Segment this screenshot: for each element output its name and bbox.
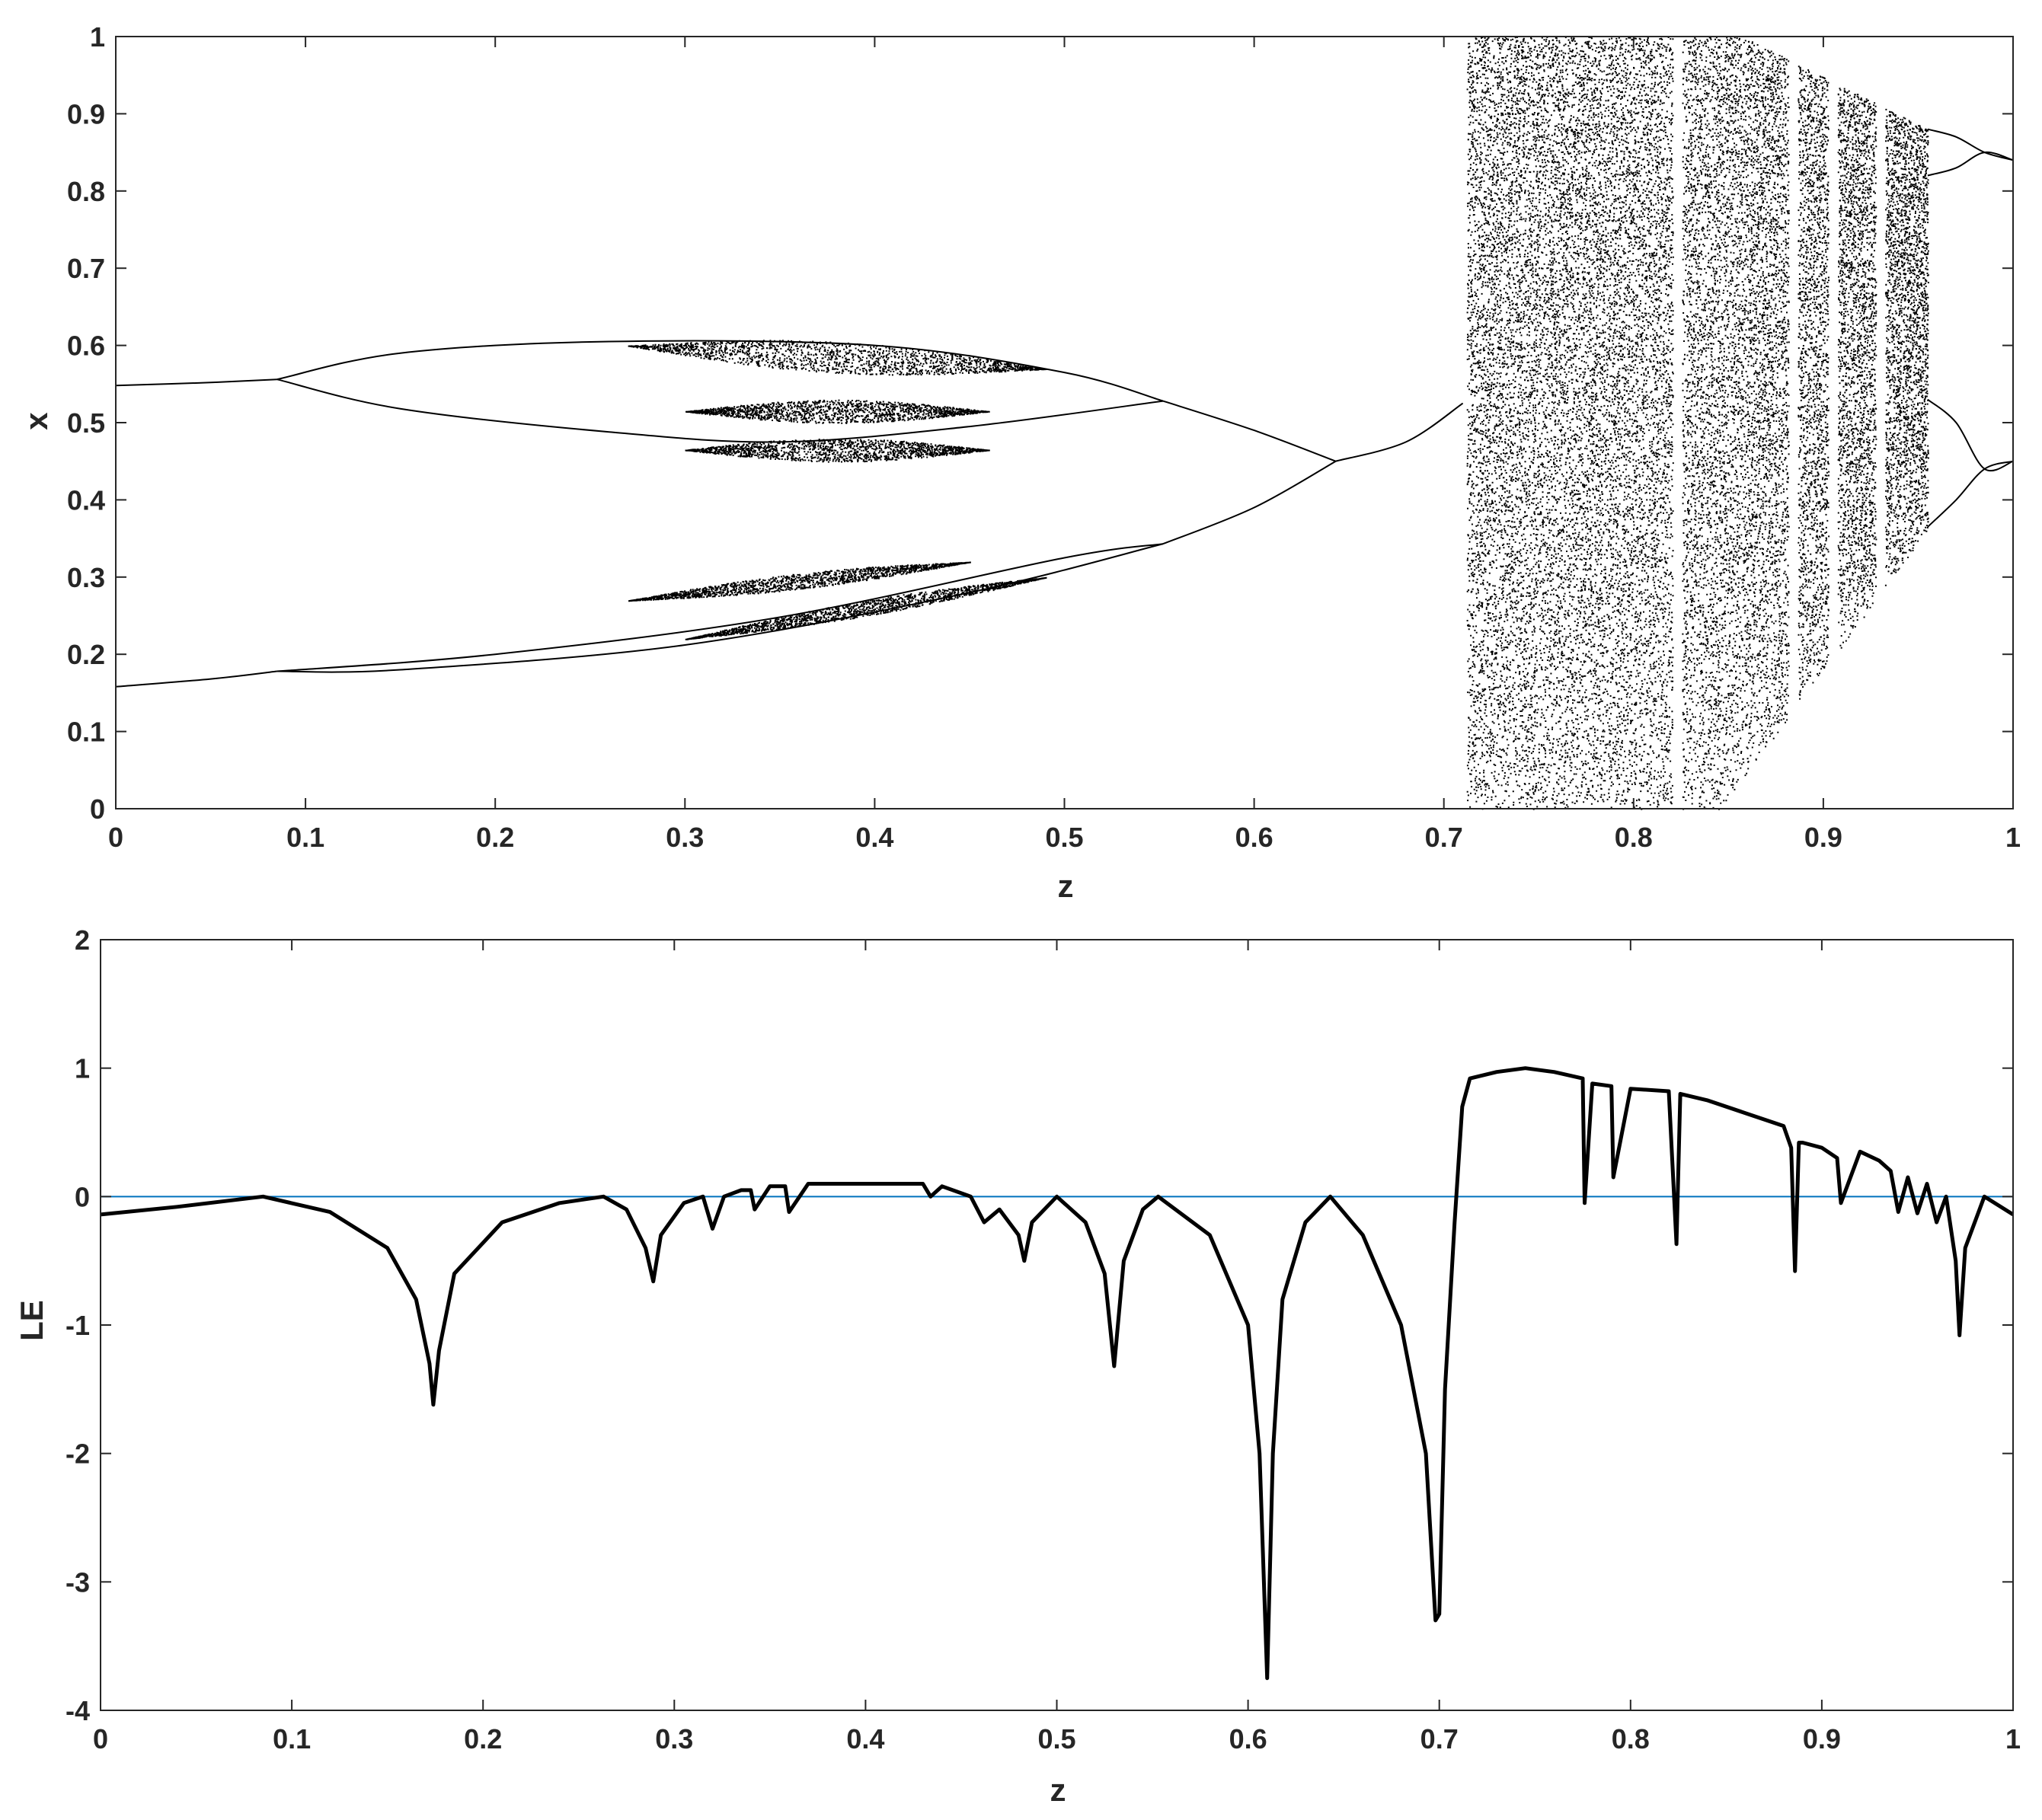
bifurcation-branches bbox=[115, 128, 2014, 688]
lyapunov-y-tick-label: -3 bbox=[66, 1566, 90, 1598]
lyapunov-y-tick-label: 1 bbox=[75, 1053, 90, 1084]
bifurcation-y-axis-label: x bbox=[18, 412, 54, 430]
lyapunov-exponent-chart: 0 0.1 0.2 0.3 0.4 0.5 0.6 0.7 0.8 0.9 1 -4 -3 -2 -1 0 1… bbox=[14, 924, 2021, 1808]
lyapunov-y-tick-label: -2 bbox=[66, 1438, 90, 1470]
lyapunov-x-tick-label: 0.6 bbox=[1229, 1723, 1267, 1755]
bifurcation-diagram: 0 0.1 0.2 0.3 0.4 0.5 0.6 0.7 0.8 0.9 1 0 0.1 0.2 0.3… bbox=[18, 21, 2021, 904]
lyapunov-y-tick-label: 2 bbox=[75, 924, 90, 956]
bifurcation-branch bbox=[1335, 402, 1464, 462]
bifurcation-branch bbox=[1162, 400, 1337, 462]
bifurcation-y-tick-label: 1 bbox=[90, 21, 105, 53]
bifurcation-branch bbox=[1927, 151, 2014, 177]
bifurcation-y-tick-label: 0.3 bbox=[67, 562, 105, 593]
bifurcation-x-tick-label: 0.1 bbox=[286, 822, 324, 853]
lyapunov-x-tick-label: 0.8 bbox=[1612, 1723, 1650, 1755]
lyapunov-y-tick-label: -1 bbox=[66, 1310, 90, 1341]
lyapunov-x-tick-label: 0.3 bbox=[655, 1723, 693, 1755]
bifurcation-y-tick-label: 0.4 bbox=[67, 484, 105, 516]
lyapunov-y-ticks: -4 -3 -2 -1 0 1 2 bbox=[66, 924, 2013, 1726]
lyapunov-y-axis-label: LE bbox=[14, 1300, 50, 1341]
bifurcation-x-tick-label: 0.2 bbox=[476, 822, 514, 853]
lyapunov-x-tick-label: 0.9 bbox=[1803, 1723, 1841, 1755]
bifurcation-x-tick-label: 0.7 bbox=[1425, 822, 1463, 853]
lyapunov-exponent-line bbox=[100, 1066, 2015, 1681]
lyapunov-x-tick-label: 0.1 bbox=[273, 1723, 311, 1755]
bifurcation-branch bbox=[1927, 398, 2014, 472]
lyapunov-x-tick-label: 0.7 bbox=[1420, 1723, 1459, 1755]
bifurcation-branch bbox=[276, 543, 1164, 672]
bifurcation-y-tick-label: 0.8 bbox=[67, 176, 105, 207]
bifurcation-x-tick-label: 0.6 bbox=[1235, 822, 1273, 853]
lyapunov-x-axis-label: z bbox=[1050, 1772, 1066, 1808]
bifurcation-y-tick-label: 0.7 bbox=[67, 253, 105, 284]
bifurcation-branch bbox=[1162, 460, 1337, 545]
bifurcation-points bbox=[628, 37, 1929, 810]
bifurcation-y-tick-label: 0 bbox=[90, 793, 105, 825]
bifurcation-y-tick-label: 0.2 bbox=[67, 639, 105, 670]
bifurcation-x-tick-label: 0.9 bbox=[1804, 822, 1842, 853]
bifurcation-x-tick-label: 0 bbox=[108, 822, 123, 853]
lyapunov-x-tick-label: 0.2 bbox=[464, 1723, 502, 1755]
bifurcation-plot-frame bbox=[115, 36, 2014, 809]
lyapunov-x-ticks: 0 0.1 0.2 0.3 0.4 0.5 0.6 0.7 0.8 0.9 1 bbox=[93, 940, 2021, 1755]
lyapunov-x-tick-label: 0 bbox=[93, 1723, 108, 1755]
bifurcation-x-axis-label: z bbox=[1058, 868, 1074, 904]
chaotic-points bbox=[628, 37, 1929, 810]
lyapunov-y-tick-label: 0 bbox=[75, 1181, 90, 1212]
bifurcation-branch bbox=[115, 378, 277, 387]
bifurcation-branch bbox=[1927, 460, 2014, 528]
bifurcation-y-tick-label: 0.1 bbox=[67, 717, 105, 748]
bifurcation-branch bbox=[276, 378, 1164, 443]
bifurcation-y-ticks: 0 0.1 0.2 0.3 0.4 0.5 0.6 0.7 0.8 0.9 1 bbox=[67, 21, 2013, 825]
lyapunov-y-tick-label: -4 bbox=[66, 1695, 90, 1726]
bifurcation-x-tick-label: 0.3 bbox=[666, 822, 704, 853]
bifurcation-y-tick-label: 0.5 bbox=[67, 407, 105, 439]
lyapunov-x-tick-label: 0.4 bbox=[846, 1723, 884, 1755]
bifurcation-branch bbox=[1927, 128, 2014, 161]
bifurcation-branch bbox=[115, 670, 277, 688]
bifurcation-x-tick-label: 0.8 bbox=[1615, 822, 1653, 853]
lyapunov-plot-frame bbox=[100, 939, 2014, 1711]
bifurcation-x-tick-label: 0.5 bbox=[1045, 822, 1083, 853]
lyapunov-x-tick-label: 1 bbox=[2005, 1723, 2021, 1755]
bifurcation-x-tick-label: 0.4 bbox=[855, 822, 893, 853]
bifurcation-y-tick-label: 0.9 bbox=[67, 98, 105, 129]
bifurcation-branch bbox=[276, 340, 1164, 402]
lyapunov-x-tick-label: 0.5 bbox=[1037, 1723, 1075, 1755]
bifurcation-x-tick-label: 1 bbox=[2005, 822, 2021, 853]
bifurcation-branch bbox=[276, 543, 1164, 673]
bifurcation-x-ticks: 0 0.1 0.2 0.3 0.4 0.5 0.6 0.7 0.8 0.9 1 bbox=[108, 37, 2021, 853]
bifurcation-y-tick-label: 0.6 bbox=[67, 330, 105, 362]
